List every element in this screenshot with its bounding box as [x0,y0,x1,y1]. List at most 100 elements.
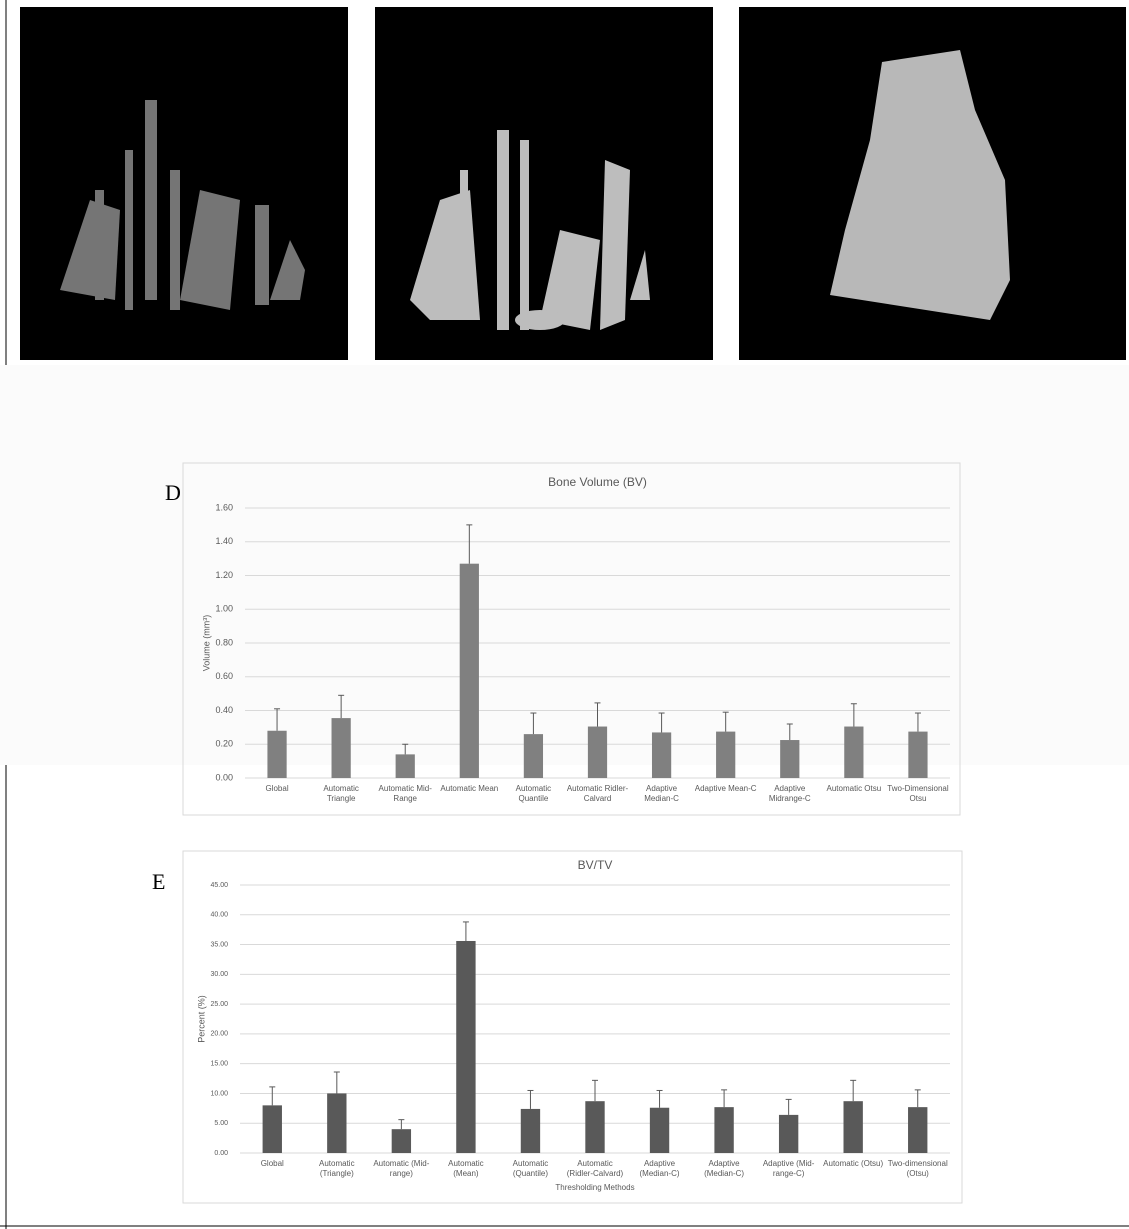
error-bar [463,922,469,941]
y-tick-label: 20.00 [210,1031,228,1038]
bar [327,1093,346,1153]
x-tick-label-box: Adaptive (Mid-range-C) [758,1159,820,1185]
y-axis-label: Percent (%) [196,995,206,1043]
y-tick-label: 1.40 [215,536,233,546]
bar [650,1108,669,1153]
y-tick-label: 1.20 [215,570,233,580]
x-tick-label-box: Automatic (Otsu) [822,1159,884,1185]
x-tick-label: Two-Dimensional Otsu [887,784,949,804]
bar [652,732,671,778]
x-tick-label: Automatic Mean [438,784,500,794]
bar [456,941,475,1153]
x-axis-label: Thresholding Methods [555,1183,634,1192]
y-tick-label: 40.00 [210,912,228,919]
x-tick-label: Automatic Otsu [823,784,885,794]
bar [460,564,479,778]
y-tick-label: 0.00 [215,772,233,782]
x-tick-label-box: Automatic (Ridler-Calvard) [564,1159,626,1185]
x-tick-label: Global [241,1159,303,1169]
x-tick-label: Automatic (Mid-range) [370,1159,432,1179]
x-tick-label-box: Automatic (Triangle) [306,1159,368,1185]
x-tick-label-box: Two-dimensional (Otsu) [887,1159,949,1185]
bar [588,727,607,778]
bar [396,754,415,778]
panel-label: B [396,23,411,48]
y-tick-label: 0.20 [215,739,233,749]
panel-label: E [152,869,165,894]
x-tick-label: Automatic (Otsu) [822,1159,884,1169]
x-tick-label-box: Automatic (Mean) [435,1159,497,1185]
y-tick-label: 30.00 [210,971,228,978]
x-tick-label-box: Adaptive (Median-C) [693,1159,755,1185]
error-bar [786,1099,792,1114]
y-tick-label: 0.60 [215,671,233,681]
bar [524,734,543,778]
x-tick-label: Adaptive Median-C [631,784,693,804]
x-tick-label: Global [246,784,308,794]
bar [779,1115,798,1153]
y-tick-label: 0.80 [215,637,233,647]
bar [780,740,799,778]
bar [908,732,927,778]
render-image-c [739,7,1126,360]
x-tick-label: Automatic Quantile [502,784,564,804]
x-tick-label: Adaptive (Median-C) [693,1159,755,1179]
x-tick-label: Automatic (Triangle) [306,1159,368,1179]
x-tick-label-box: Global [246,784,308,810]
y-tick-label: 1.60 [215,502,233,512]
bar [521,1109,540,1153]
y-axis-label: Volume (mm³) [201,615,211,672]
x-tick-label: Automatic (Mean) [435,1159,497,1179]
bar [267,731,286,778]
error-bar [398,1120,404,1130]
x-tick-label-box: Global [241,1159,303,1185]
x-tick-label-box: Automatic Otsu [823,784,885,810]
bar [332,718,351,778]
x-tick-label-box: Automatic Triangle [310,784,372,810]
chart-title: Bone Volume (BV) [548,475,647,489]
x-tick-label: Two-dimensional (Otsu) [887,1159,949,1179]
x-tick-label-box: Two-Dimensional Otsu [887,784,949,810]
render-image-a [20,7,348,360]
x-tick-label: Automatic Triangle [310,784,372,804]
x-tick-label-box: Automatic Mean [438,784,500,810]
bar [585,1101,604,1153]
x-tick-label: Automatic (Quantile) [499,1159,561,1179]
chart-title: BV/TV [578,858,613,872]
bar [716,732,735,778]
x-tick-label-box: Adaptive Median-C [631,784,693,810]
panel-label: A [38,25,54,50]
x-tick-label-box: Automatic Ridler-Calvard [567,784,629,810]
error-bar [721,1090,727,1107]
x-tick-label: Automatic (Ridler-Calvard) [564,1159,626,1179]
x-tick-label-box: Adaptive Mean-C [695,784,757,810]
error-bar [850,1080,856,1101]
bar [392,1129,411,1153]
y-tick-label: 15.00 [210,1061,228,1068]
bar [714,1107,733,1153]
bar [844,727,863,778]
x-tick-label: Adaptive (Median-C) [629,1159,691,1179]
error-bar [592,1080,598,1101]
y-tick-label: 25.00 [210,1001,228,1008]
error-bar [334,1072,340,1093]
render-image-b [375,7,713,360]
x-tick-label: Automatic Ridler-Calvard [567,784,629,804]
y-tick-label: 10.00 [210,1090,228,1097]
bar [908,1107,927,1153]
y-tick-label: 1.00 [215,604,233,614]
error-bar [915,1090,921,1107]
x-tick-label-box: Adaptive Midrange-C [759,784,821,810]
x-tick-label: Adaptive Midrange-C [759,784,821,804]
figure-canvas: A B C DBone Volume (BV)Volume (mm³)0.000… [0,0,1129,1229]
y-tick-label: 0.40 [215,705,233,715]
x-tick-label-box: Automatic Mid-Range [374,784,436,810]
y-tick-label: 35.00 [210,941,228,948]
error-bar [269,1087,275,1105]
y-tick-label: 45.00 [210,882,228,889]
bar [844,1101,863,1153]
x-tick-label-box: Automatic (Quantile) [499,1159,561,1185]
figure: A B C DBone Volume (BV)Volume (mm³)0.000… [0,0,1129,1229]
x-tick-label: Automatic Mid-Range [374,784,436,804]
panel-label: D [165,480,181,505]
